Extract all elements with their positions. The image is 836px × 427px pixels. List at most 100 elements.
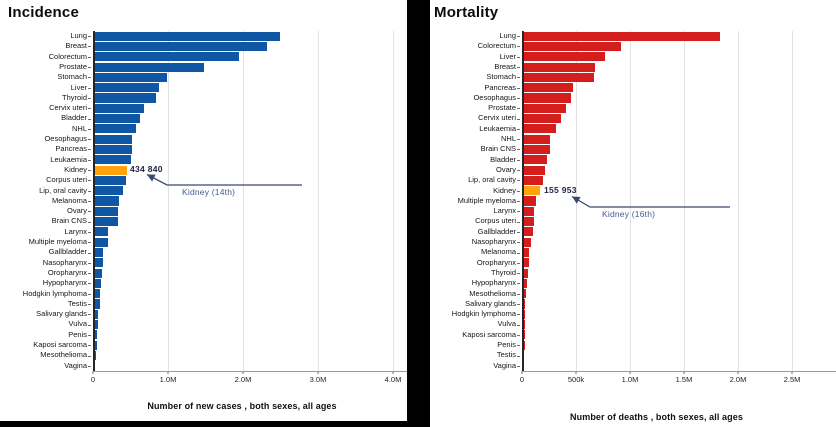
bar-multiple-myeloma[interactable] xyxy=(523,196,537,206)
bar-salivary-glands[interactable] xyxy=(94,309,99,319)
bar-bladder[interactable] xyxy=(523,155,547,165)
y-axis-tick xyxy=(88,314,91,316)
x-axis-tick xyxy=(683,371,685,374)
bar-cervix-uteri[interactable] xyxy=(523,114,561,124)
bar-prostate[interactable] xyxy=(523,103,566,113)
bar-oropharynx[interactable] xyxy=(523,258,529,268)
category-label: Brain CNS xyxy=(480,144,516,154)
bar-kaposi-sarcoma[interactable] xyxy=(94,340,97,350)
bar-cervix-uteri[interactable] xyxy=(94,103,144,113)
mortality-kidney-value-label: 155 953 xyxy=(544,185,577,195)
bar-brain-cns[interactable] xyxy=(523,144,550,155)
bar-bladder[interactable] xyxy=(94,114,141,124)
bar-colorectum[interactable] xyxy=(523,41,621,51)
mortality-x-axis-label: Number of deaths , both sexes, all ages xyxy=(570,412,743,422)
bar-nhl[interactable] xyxy=(94,124,136,134)
category-label: Oropharynx xyxy=(47,267,87,277)
bar-corpus-uteri[interactable] xyxy=(523,217,534,227)
category-label: Penis xyxy=(68,329,87,339)
y-axis-tick xyxy=(517,149,520,151)
bar-pancreas[interactable] xyxy=(94,144,133,155)
bar-multiple-myeloma[interactable] xyxy=(94,237,109,247)
x-tick-label: 4.0M xyxy=(384,375,402,384)
bar-nhl[interactable] xyxy=(523,134,550,144)
x-tick-label: 1.0M xyxy=(159,375,177,384)
bar-testis[interactable] xyxy=(94,299,100,309)
bar-corpus-uteri[interactable] xyxy=(94,175,126,185)
bar-nasopharynx[interactable] xyxy=(523,237,531,247)
bar-lip-oral-cavity[interactable] xyxy=(523,175,544,185)
bar-liver[interactable] xyxy=(523,52,605,62)
bar-mesothelioma[interactable] xyxy=(523,289,526,299)
bar-lip-oral-cavity[interactable] xyxy=(94,186,124,196)
bar-colorectum[interactable] xyxy=(94,52,239,62)
bar-thyroid[interactable] xyxy=(523,268,529,278)
bar-penis[interactable] xyxy=(94,330,97,340)
y-axis-tick xyxy=(88,128,91,130)
bar-larynx[interactable] xyxy=(523,206,535,216)
y-axis-tick xyxy=(88,46,91,48)
category-label: Prostate xyxy=(59,61,87,71)
category-label: Pancreas xyxy=(55,144,87,154)
y-axis-tick xyxy=(517,139,520,141)
y-axis-tick xyxy=(88,242,91,244)
bar-thyroid[interactable] xyxy=(94,93,156,103)
bar-melanoma[interactable] xyxy=(94,196,119,206)
bar-hypopharynx[interactable] xyxy=(94,278,101,288)
bar-kidney[interactable] xyxy=(94,165,127,175)
bar-nasopharynx[interactable] xyxy=(94,258,103,268)
bar-oesophagus[interactable] xyxy=(523,93,572,103)
bar-lung[interactable] xyxy=(94,31,280,41)
bar-breast[interactable] xyxy=(94,41,267,51)
category-label: Colorectum xyxy=(477,41,516,51)
gridline xyxy=(168,31,169,371)
category-label: Bladder xyxy=(61,113,87,123)
y-axis-tick xyxy=(88,97,91,99)
bar-oropharynx[interactable] xyxy=(94,268,102,278)
bar-breast[interactable] xyxy=(523,62,595,72)
bar-stomach[interactable] xyxy=(94,72,167,82)
bar-ovary[interactable] xyxy=(94,206,119,216)
bar-kidney[interactable] xyxy=(523,186,540,196)
y-axis-tick xyxy=(88,231,91,233)
bar-prostate[interactable] xyxy=(94,62,205,72)
x-axis-line xyxy=(93,371,407,372)
y-axis-tick xyxy=(88,324,91,326)
category-label: Breast xyxy=(494,61,516,71)
category-label: Gallbladder xyxy=(48,247,87,257)
bar-stomach[interactable] xyxy=(523,72,595,82)
bar-brain-cns[interactable] xyxy=(94,217,119,227)
y-axis-tick xyxy=(517,365,520,367)
bar-salivary-glands[interactable] xyxy=(523,299,526,309)
y-axis-tick xyxy=(517,283,520,285)
bar-hodgkin-lymphoma[interactable] xyxy=(523,309,526,319)
bar-liver[interactable] xyxy=(94,83,160,93)
y-axis-tick xyxy=(88,345,91,347)
bar-lung[interactable] xyxy=(523,31,720,41)
bar-gallbladder[interactable] xyxy=(523,227,533,237)
y-axis-tick xyxy=(517,221,520,223)
bar-hypopharynx[interactable] xyxy=(523,278,528,288)
y-axis-spine xyxy=(93,31,95,371)
incidence-title: Incidence xyxy=(8,4,79,21)
y-axis-tick xyxy=(88,56,91,58)
bar-hodgkin-lymphoma[interactable] xyxy=(94,289,101,299)
y-axis-tick xyxy=(88,77,91,79)
bar-mesothelioma[interactable] xyxy=(94,350,97,361)
bar-vulva[interactable] xyxy=(94,320,98,330)
bar-gallbladder[interactable] xyxy=(94,247,104,258)
bar-leukaemia[interactable] xyxy=(523,124,556,134)
y-axis-tick xyxy=(88,283,91,285)
bar-melanoma[interactable] xyxy=(523,247,530,258)
bar-larynx[interactable] xyxy=(94,227,109,237)
gridline xyxy=(243,31,244,371)
bar-leukaemia[interactable] xyxy=(94,155,131,165)
bar-vulva[interactable] xyxy=(523,320,526,330)
y-axis-tick xyxy=(517,304,520,306)
category-label: Prostate xyxy=(488,103,516,113)
category-label: Hypopharynx xyxy=(42,278,87,288)
bar-oesophagus[interactable] xyxy=(94,134,133,144)
bar-pancreas[interactable] xyxy=(523,83,574,93)
category-label: Oesophagus xyxy=(473,92,516,102)
bar-ovary[interactable] xyxy=(523,165,546,175)
